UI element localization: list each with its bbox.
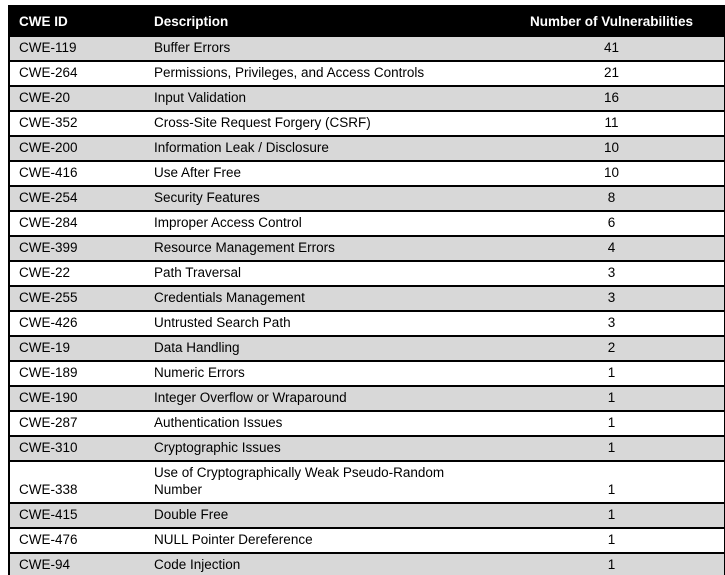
cwe-id-cell: CWE-399 <box>9 235 154 261</box>
description-cell: Double Free <box>154 502 499 528</box>
count-cell: 2 <box>499 335 725 361</box>
table-row: CWE-22 Path Traversal 3 <box>9 260 725 286</box>
cwe-id-cell: CWE-119 <box>9 35 154 61</box>
count-cell: 10 <box>499 160 725 186</box>
description-cell: Security Features <box>154 185 499 211</box>
count-cell: 11 <box>499 110 725 136</box>
description-cell: Credentials Management <box>154 285 499 311</box>
description-cell: Permissions, Privileges, and Access Cont… <box>154 60 499 86</box>
table-row: CWE-338 Use of Cryptographically Weak Ps… <box>9 460 725 503</box>
cwe-id-cell: CWE-94 <box>9 552 154 575</box>
cwe-id-cell: CWE-352 <box>9 110 154 136</box>
description-cell: Use of Cryptographically Weak Pseudo-Ran… <box>154 460 499 503</box>
count-cell: 8 <box>499 185 725 211</box>
table-row: CWE-119 Buffer Errors 41 <box>9 35 725 61</box>
description-cell: Untrusted Search Path <box>154 310 499 336</box>
count-cell: 1 <box>499 410 725 436</box>
cwe-id-cell: CWE-190 <box>9 385 154 411</box>
cwe-id-cell: CWE-200 <box>9 135 154 161</box>
table-header: CWE ID Description Number of Vulnerabili… <box>9 6 725 36</box>
table-body: CWE-119 Buffer Errors 41 CWE-264 Permiss… <box>9 35 725 575</box>
table-row: CWE-416 Use After Free 10 <box>9 160 725 186</box>
table-row: CWE-94 Code Injection 1 <box>9 552 725 575</box>
table-row: CWE-426 Untrusted Search Path 3 <box>9 310 725 336</box>
description-cell: Code Injection <box>154 552 499 575</box>
description-cell: Cryptographic Issues <box>154 435 499 461</box>
cwe-id-cell: CWE-415 <box>9 502 154 528</box>
table-row: CWE-415 Double Free 1 <box>9 502 725 528</box>
cwe-id-cell: CWE-20 <box>9 85 154 111</box>
table-row: CWE-352 Cross-Site Request Forgery (CSRF… <box>9 110 725 136</box>
count-cell: 1 <box>499 460 725 503</box>
table-row: CWE-287 Authentication Issues 1 <box>9 410 725 436</box>
description-cell: Improper Access Control <box>154 210 499 236</box>
description-cell: Authentication Issues <box>154 410 499 436</box>
description-cell: Input Validation <box>154 85 499 111</box>
table-row: CWE-254 Security Features 8 <box>9 185 725 211</box>
count-cell: 1 <box>499 435 725 461</box>
cwe-id-cell: CWE-255 <box>9 285 154 311</box>
cwe-id-cell: CWE-426 <box>9 310 154 336</box>
cwe-id-cell: CWE-22 <box>9 260 154 286</box>
cwe-id-cell: CWE-310 <box>9 435 154 461</box>
cwe-id-cell: CWE-254 <box>9 185 154 211</box>
count-cell: 21 <box>499 60 725 86</box>
description-cell: Buffer Errors <box>154 35 499 61</box>
table-row: CWE-19 Data Handling 2 <box>9 335 725 361</box>
description-cell: NULL Pointer Dereference <box>154 527 499 553</box>
count-cell: 10 <box>499 135 725 161</box>
description-cell: Cross-Site Request Forgery (CSRF) <box>154 110 499 136</box>
cwe-vulnerability-table: CWE ID Description Number of Vulnerabili… <box>8 5 725 575</box>
header-description: Description <box>154 6 499 36</box>
cwe-id-cell: CWE-287 <box>9 410 154 436</box>
count-cell: 16 <box>499 85 725 111</box>
table-row: CWE-255 Credentials Management 3 <box>9 285 725 311</box>
table-row: CWE-399 Resource Management Errors 4 <box>9 235 725 261</box>
description-cell: Use After Free <box>154 160 499 186</box>
header-count: Number of Vulnerabilities <box>499 6 725 36</box>
table-row: CWE-264 Permissions, Privileges, and Acc… <box>9 60 725 86</box>
table-row: CWE-20 Input Validation 16 <box>9 85 725 111</box>
table-row: CWE-190 Integer Overflow or Wraparound 1 <box>9 385 725 411</box>
count-cell: 41 <box>499 35 725 61</box>
count-cell: 1 <box>499 360 725 386</box>
count-cell: 3 <box>499 310 725 336</box>
cwe-id-cell: CWE-19 <box>9 335 154 361</box>
table-row: CWE-310 Cryptographic Issues 1 <box>9 435 725 461</box>
cwe-id-cell: CWE-284 <box>9 210 154 236</box>
cwe-id-cell: CWE-189 <box>9 360 154 386</box>
header-cwe-id: CWE ID <box>9 6 154 36</box>
cwe-id-cell: CWE-476 <box>9 527 154 553</box>
table-row: CWE-189 Numeric Errors 1 <box>9 360 725 386</box>
header-row: CWE ID Description Number of Vulnerabili… <box>9 6 725 36</box>
cwe-id-cell: CWE-416 <box>9 160 154 186</box>
table-row: CWE-200 Information Leak / Disclosure 10 <box>9 135 725 161</box>
count-cell: 6 <box>499 210 725 236</box>
table-row: CWE-284 Improper Access Control 6 <box>9 210 725 236</box>
count-cell: 3 <box>499 260 725 286</box>
cwe-id-cell: CWE-338 <box>9 460 154 503</box>
table-row: CWE-476 NULL Pointer Dereference 1 <box>9 527 725 553</box>
description-cell: Information Leak / Disclosure <box>154 135 499 161</box>
count-cell: 1 <box>499 527 725 553</box>
count-cell: 1 <box>499 552 725 575</box>
count-cell: 1 <box>499 385 725 411</box>
cwe-id-cell: CWE-264 <box>9 60 154 86</box>
count-cell: 3 <box>499 285 725 311</box>
count-cell: 1 <box>499 502 725 528</box>
description-cell: Resource Management Errors <box>154 235 499 261</box>
description-cell: Integer Overflow or Wraparound <box>154 385 499 411</box>
description-cell: Path Traversal <box>154 260 499 286</box>
description-cell: Data Handling <box>154 335 499 361</box>
count-cell: 4 <box>499 235 725 261</box>
description-cell: Numeric Errors <box>154 360 499 386</box>
